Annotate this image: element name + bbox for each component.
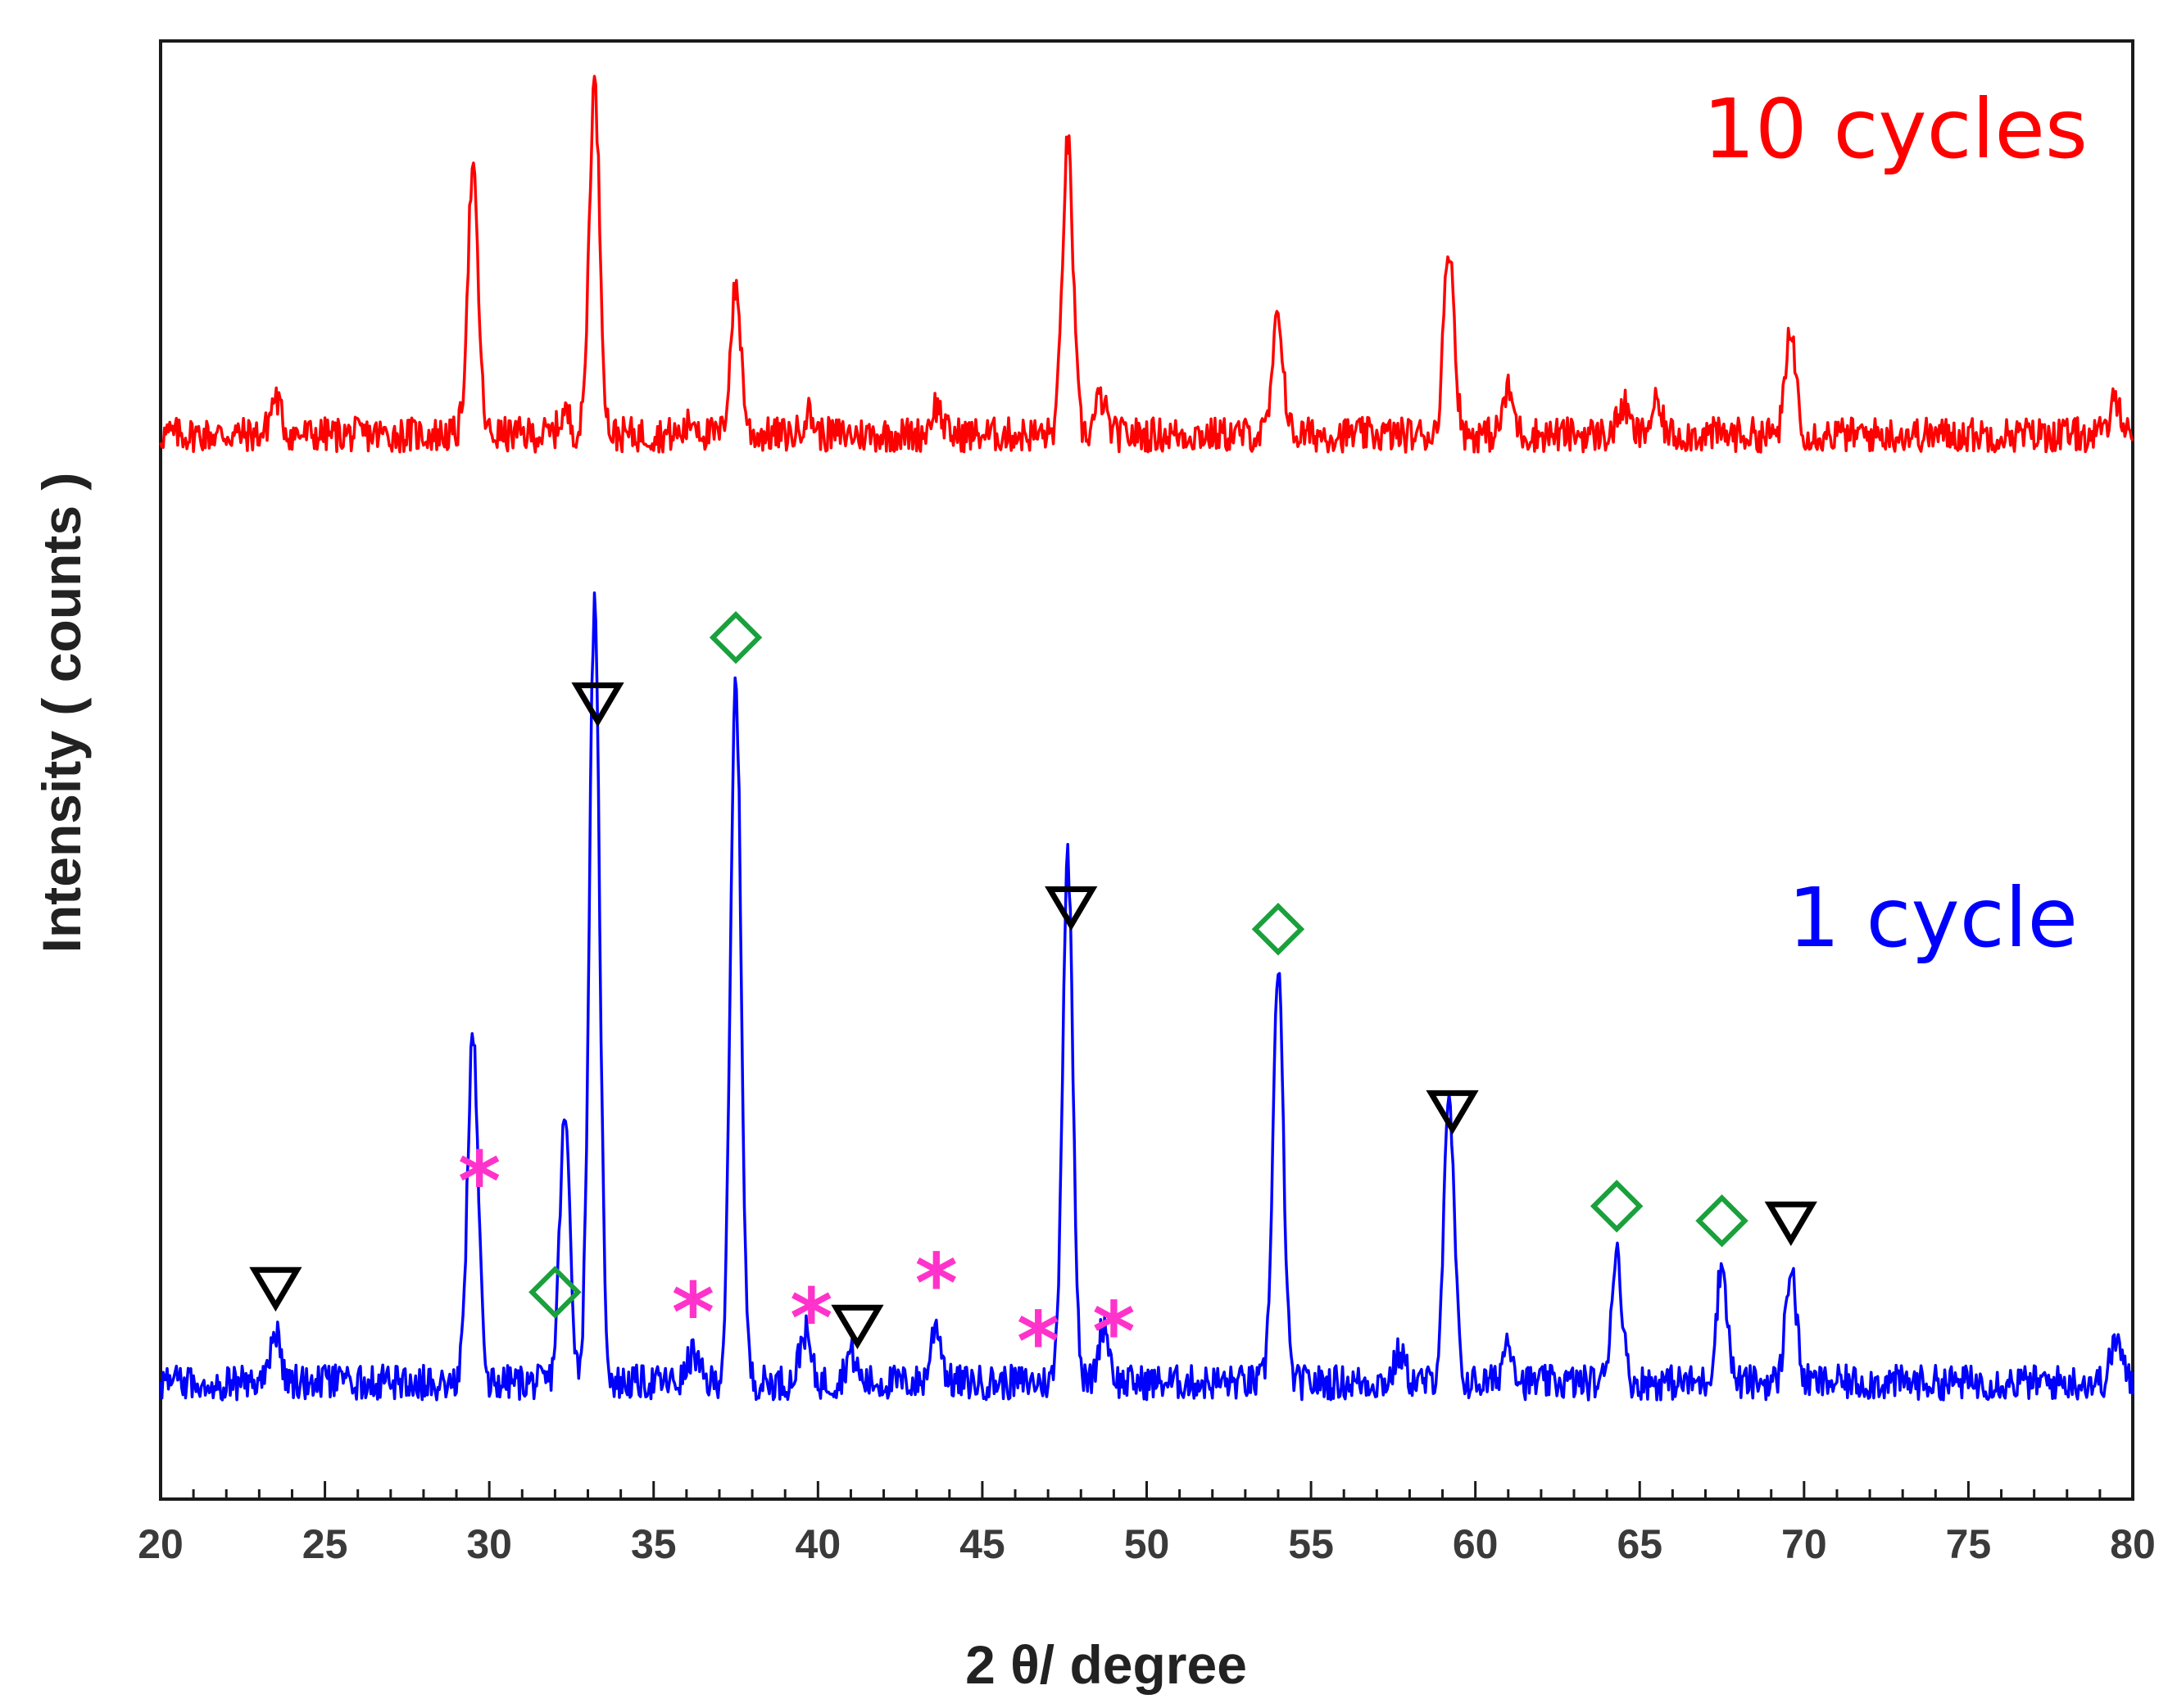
asterisk-marker: *: [790, 1271, 832, 1366]
plot-frame: [159, 39, 2134, 1501]
triangle-marker: [249, 1266, 302, 1312]
x-tick-label: 55: [1288, 1521, 1334, 1567]
series-label-10-cycles: 10 cycles: [1703, 81, 2088, 177]
peak-markers: * * * * * *: [249, 610, 1817, 1390]
triangle-marker: [571, 682, 624, 727]
diamond-marker: [709, 610, 763, 664]
asterisk-marker: *: [458, 1134, 501, 1230]
triangle-marker: [1045, 886, 1098, 931]
asterisk-marker: *: [1017, 1294, 1059, 1390]
x-tick-label: 30: [466, 1521, 512, 1567]
x-axis-ticks: [159, 1481, 2134, 1499]
diamond-marker: [1695, 1194, 1748, 1248]
x-tick-label: 40: [796, 1521, 841, 1567]
diamond-marker: [528, 1266, 582, 1319]
series-line-10-cycles: [159, 75, 2134, 454]
triangle-marker: [1426, 1090, 1479, 1135]
x-tick-label: 75: [1946, 1521, 1992, 1567]
x-tick-label: 70: [1781, 1521, 1827, 1567]
x-axis-tick-labels: 20 25 30 35 40 45 50 55 60 65 70 75 80: [138, 1521, 2156, 1567]
x-tick-label: 35: [631, 1521, 677, 1567]
x-tick-label: 50: [1124, 1521, 1170, 1567]
x-tick-label: 65: [1617, 1521, 1662, 1567]
triangle-marker: [1764, 1201, 1817, 1247]
x-tick-label: 20: [138, 1521, 184, 1567]
series-layer: [159, 75, 2134, 1402]
diamond-marker: [1251, 902, 1305, 956]
diamond-marker: [1590, 1180, 1644, 1233]
x-tick-label: 45: [959, 1521, 1005, 1567]
x-tick-label: 60: [1453, 1521, 1499, 1567]
asterisk-marker: *: [672, 1265, 714, 1361]
x-tick-label: 80: [2110, 1521, 2156, 1567]
x-axis-title: 2 θ/ degree: [965, 1634, 1247, 1695]
asterisk-marker: *: [915, 1235, 958, 1331]
triangle-marker: [831, 1304, 884, 1350]
series-line-1-cycle: [159, 591, 2134, 1402]
x-tick-label: 25: [302, 1521, 348, 1567]
y-axis-title: Intensity ( counts ): [31, 473, 92, 954]
asterisk-marker: *: [1092, 1284, 1135, 1380]
series-label-1-cycle: 1 cycle: [1788, 870, 2078, 966]
